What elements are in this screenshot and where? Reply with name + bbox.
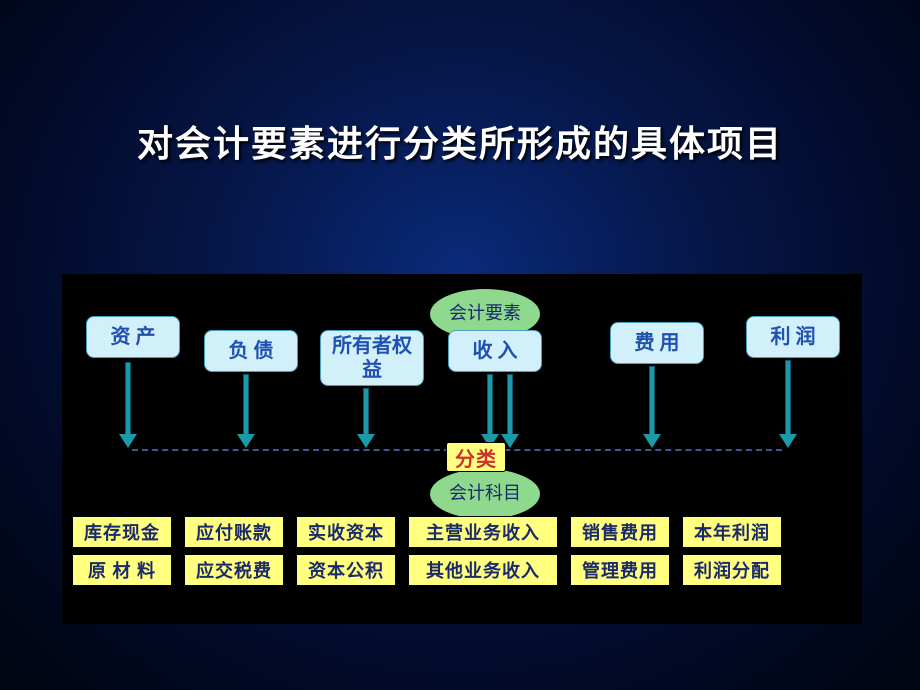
arrow-line-4 <box>507 374 513 436</box>
row2-label-5: 利润分配 <box>694 557 770 583</box>
row2-box-3: 其他业务收入 <box>408 554 558 586</box>
arrow-head-0 <box>119 434 137 448</box>
row2-label-2: 资本公积 <box>308 557 384 583</box>
category-box-label-2: 所有者权 益 <box>323 334 421 382</box>
row1-label-0: 库存现金 <box>84 519 160 545</box>
category-box-4: 费 用 <box>610 322 704 364</box>
row2-box-4: 管理费用 <box>570 554 670 586</box>
row2-label-1: 应交税费 <box>196 557 272 583</box>
row1-box-4: 销售费用 <box>570 516 670 548</box>
row2-box-5: 利润分配 <box>682 554 782 586</box>
category-box-label-1: 负 债 <box>229 339 274 363</box>
arrow-line-2 <box>363 388 369 436</box>
arrow-head-6 <box>779 434 797 448</box>
row1-box-5: 本年利润 <box>682 516 782 548</box>
row1-label-5: 本年利润 <box>694 519 770 545</box>
row2-box-2: 资本公积 <box>296 554 396 586</box>
category-box-label-0: 资 产 <box>111 325 156 349</box>
arrow-line-5 <box>649 366 655 436</box>
arrow-line-1 <box>243 374 249 436</box>
category-box-label-5: 利 润 <box>771 325 816 349</box>
row1-box-1: 应付账款 <box>184 516 284 548</box>
row1-box-2: 实收资本 <box>296 516 396 548</box>
category-box-2: 所有者权 益 <box>320 330 424 386</box>
ellipse-bottom-label: 会计科目 <box>449 484 521 504</box>
slide-title: 对会计要素进行分类所形成的具体项目 <box>0 115 920 167</box>
classify-box: 分类 <box>446 442 506 472</box>
row1-label-4: 销售费用 <box>582 519 658 545</box>
category-box-label-4: 费 用 <box>635 331 680 355</box>
category-box-3: 收 入 <box>448 330 542 372</box>
diagram-area: 会计要素 会计科目 资 产负 债所有者权 益收 入费 用利 润 分类 库存现金应… <box>62 274 862 624</box>
row2-box-0: 原 材 料 <box>72 554 172 586</box>
arrow-line-6 <box>785 360 791 436</box>
row2-box-1: 应交税费 <box>184 554 284 586</box>
arrow-line-3 <box>487 374 493 436</box>
arrow-head-5 <box>643 434 661 448</box>
category-box-label-3: 收 入 <box>473 339 518 363</box>
row1-label-3: 主营业务收入 <box>426 519 540 545</box>
row1-box-0: 库存现金 <box>72 516 172 548</box>
ellipse-top-label: 会计要素 <box>449 304 521 324</box>
row2-label-4: 管理费用 <box>582 557 658 583</box>
row1-label-1: 应付账款 <box>196 519 272 545</box>
arrow-line-0 <box>125 362 131 436</box>
row2-label-3: 其他业务收入 <box>426 557 540 583</box>
category-box-1: 负 债 <box>204 330 298 372</box>
row1-label-2: 实收资本 <box>308 519 384 545</box>
classify-label: 分类 <box>455 443 497 472</box>
category-box-5: 利 润 <box>746 316 840 358</box>
category-box-0: 资 产 <box>86 316 180 358</box>
arrow-head-2 <box>357 434 375 448</box>
ellipse-bottom: 会计科目 <box>430 469 540 519</box>
arrow-head-1 <box>237 434 255 448</box>
row1-box-3: 主营业务收入 <box>408 516 558 548</box>
row2-label-0: 原 材 料 <box>88 557 156 583</box>
